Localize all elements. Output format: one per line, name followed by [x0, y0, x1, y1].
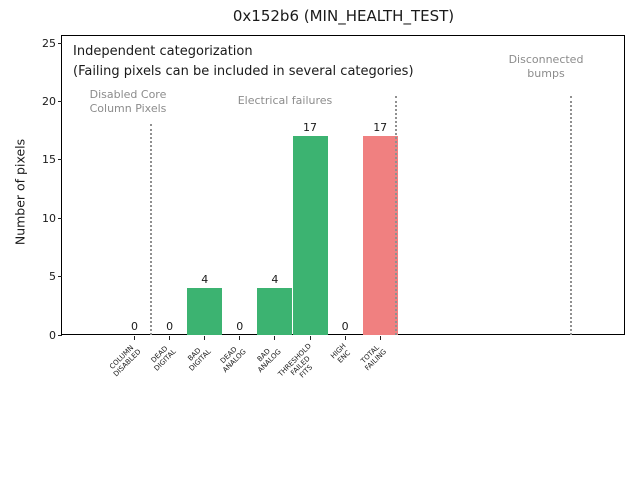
plot-area	[61, 35, 625, 335]
x-tick-text: THRESHOLD FAILED FITS	[276, 342, 314, 380]
bar-value-label-column-disabled: 0	[131, 319, 138, 333]
bar-value-label-dead-digital: 0	[166, 319, 174, 333]
section-separator	[395, 95, 398, 335]
y-tick-mark	[57, 42, 62, 44]
section-separator	[149, 123, 152, 335]
y-tick-label: 10	[42, 211, 56, 225]
bar-value-label-threshold-failed-fits: 17	[303, 120, 317, 134]
x-tick-mark	[169, 335, 171, 340]
bar-bad-analog	[257, 288, 293, 335]
section-label-disabled-core: Disabled Core Column Pixels	[89, 88, 167, 115]
x-tick-text: COLUMN DISABLED	[108, 343, 143, 379]
y-tick-mark	[57, 217, 62, 219]
y-tick-label: 0	[49, 328, 56, 342]
y-tick-mark	[57, 276, 62, 278]
bar-threshold-failed-fits	[292, 136, 328, 335]
x-tick-text: BAD DIGITAL	[186, 346, 214, 373]
x-tick-mark	[379, 335, 381, 340]
bar-value-label-bad-digital: 4	[201, 272, 209, 286]
bar-value-label-high-enc: 0	[341, 319, 349, 333]
y-tick-label: 25	[42, 36, 56, 50]
y-tick-mark	[57, 334, 62, 336]
y-tick-mark	[57, 100, 62, 102]
section-label-electrical: Electrical failures	[237, 94, 333, 107]
x-tick-mark	[344, 335, 346, 340]
x-tick-mark	[134, 335, 135, 340]
x-tick-text: TOTAL FAILING	[359, 343, 389, 373]
x-tick-mark	[309, 335, 311, 340]
bar-value-label-dead-analog: 0	[236, 319, 244, 333]
note-independent: Independent categorization	[73, 44, 253, 59]
bar-value-label-bad-analog: 4	[271, 272, 279, 286]
y-tick-label: 15	[42, 153, 56, 167]
x-tick-text: DEAD DIGITAL	[149, 344, 178, 373]
note-failing: (Failing pixels can be included in sever…	[73, 64, 414, 79]
x-tick-mark	[204, 335, 206, 340]
x-tick-text: DEAD ANALOG	[219, 345, 249, 375]
section-separator	[570, 95, 573, 335]
section-label-disconnected: Disconnected bumps	[508, 53, 584, 80]
bar-total-failing	[362, 136, 398, 335]
y-tick-mark	[57, 159, 62, 161]
x-tick-text: HIGH ENC	[329, 342, 353, 365]
bar-bad-digital	[187, 288, 223, 335]
x-tick-mark	[239, 335, 241, 340]
y-tick-label: 5	[49, 270, 56, 284]
y-tick-label: 20	[42, 94, 56, 108]
x-tick-mark	[274, 335, 276, 340]
chart-title: 0x152b6 (MIN_HEALTH_TEST)	[232, 7, 455, 25]
bar-value-label-total-failing: 17	[373, 120, 388, 134]
